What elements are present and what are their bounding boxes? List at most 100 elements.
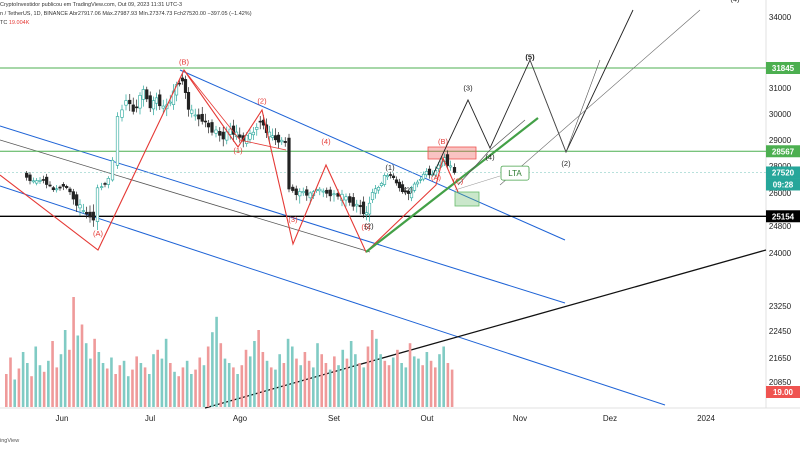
candle-body [258, 120, 262, 123]
volume-bar [333, 356, 336, 407]
y-tick-label: 29000 [769, 136, 792, 145]
x-tick-label: 2024 [697, 414, 715, 423]
candle-body [168, 101, 172, 104]
volume-bar [417, 358, 420, 407]
price-tag-bg-0 [766, 62, 800, 75]
volume-bar [370, 330, 374, 407]
x-tick-label: Out [421, 414, 435, 423]
candle-body [51, 187, 55, 191]
candle-body [45, 176, 49, 185]
candle-body [197, 114, 201, 120]
x-tick-label: Nov [513, 414, 527, 423]
volume-bar [63, 330, 67, 407]
volume-indicator-value: 19.004K [8, 20, 30, 26]
volume-bar [93, 338, 96, 407]
wave-label-10: (1) [385, 163, 395, 172]
volume-bar [316, 343, 319, 407]
candle-body [270, 135, 275, 138]
candle-body [35, 180, 39, 184]
volume-bar [198, 357, 202, 407]
candle-body [103, 183, 107, 185]
volume-bar [290, 346, 294, 407]
price-tag-bg-1 [766, 145, 800, 158]
symbol-info-line: n / TetherUS, 1D, BINANCE Abr27917.06 Má… [0, 11, 252, 17]
candle-body [68, 188, 72, 193]
volume-bar [303, 352, 307, 407]
candle-body [106, 178, 110, 185]
volume-bar [286, 338, 290, 407]
candle-body [370, 192, 375, 201]
volume-bar [89, 358, 92, 407]
y-tick-label: 34000 [769, 13, 792, 22]
volume-bar [227, 363, 231, 407]
volume-bar [278, 354, 281, 407]
volume-bar [341, 349, 345, 407]
price-tag-bg-2 [766, 166, 800, 179]
price-tag-1: 28567 [772, 147, 795, 156]
candle-body [332, 193, 336, 196]
volume-bar [257, 330, 260, 407]
volume-indicator-label: TC [0, 20, 8, 26]
volume-bar [446, 363, 450, 407]
volume-bar [244, 349, 248, 407]
price-tag-4: 25154 [772, 212, 795, 221]
candle-body [305, 189, 309, 196]
volume-bar [211, 332, 214, 407]
candle-body [206, 122, 211, 128]
lta-pointer [454, 175, 501, 191]
volume-bar [328, 369, 332, 407]
wave-label-4: (3) [288, 215, 298, 224]
candle-body [376, 187, 381, 191]
wave-label-18: (2) [364, 222, 374, 231]
volume-bar [265, 360, 269, 407]
candle-body [287, 137, 291, 190]
volume-bar [396, 349, 399, 407]
volume-bar [139, 363, 143, 407]
projection-path-d [529, 59, 601, 153]
candle-body [361, 201, 366, 215]
volume-bar [9, 357, 12, 407]
volume-bar [400, 363, 403, 407]
volume-bar [72, 297, 75, 407]
volume-info-line: TC 19.004K [0, 20, 29, 26]
candle-body [421, 173, 426, 180]
volume-bar [156, 349, 160, 407]
candle-body [158, 94, 162, 107]
volume-bar [5, 374, 8, 407]
candle-body [238, 134, 242, 138]
x-tick-label: Set [328, 414, 341, 423]
candle-body [190, 109, 194, 114]
candle-body [445, 154, 450, 166]
volume-bar [173, 371, 176, 407]
volume-bar [215, 316, 218, 407]
candle-body [255, 127, 259, 130]
candle-body [373, 188, 378, 194]
y-tick-label: 24800 [769, 222, 792, 231]
candle-body [41, 179, 45, 181]
candle-body [280, 139, 284, 143]
volume-bar [84, 343, 88, 407]
projection-path-a [432, 9, 634, 176]
y-tick-label: 22450 [769, 327, 792, 336]
volume-bar [26, 363, 29, 407]
candle-body [138, 95, 142, 109]
candle-body [318, 188, 322, 192]
volume-bar [324, 363, 328, 407]
volume-bar [21, 352, 25, 407]
wave-label-15: (2) [561, 159, 571, 168]
candle-body [193, 114, 197, 117]
support-box [454, 191, 480, 207]
volume-bar [366, 346, 370, 407]
candle-body [294, 188, 298, 196]
candle-body [388, 174, 393, 176]
candle-body [88, 211, 92, 218]
candle-body [186, 91, 191, 110]
volume-bar [383, 360, 387, 407]
volume-bar [232, 367, 235, 407]
projection-path-b [457, 119, 526, 186]
volume-bar [169, 363, 172, 407]
trend-line-gray [0, 139, 371, 253]
volume-bar [404, 367, 408, 407]
